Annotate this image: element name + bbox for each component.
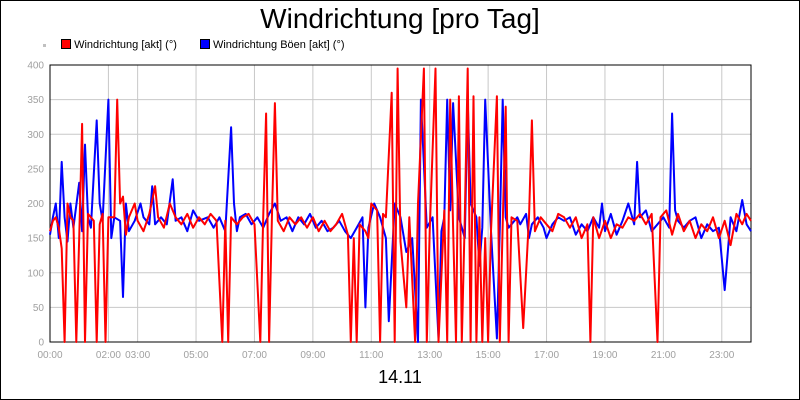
legend-item-windrichtung: Windrichtung [akt] (°) bbox=[61, 39, 177, 51]
y-tick-label: 350 bbox=[27, 95, 44, 106]
x-tick-label: 00:00 bbox=[37, 350, 62, 361]
y-tick-label: 200 bbox=[27, 199, 44, 210]
x-tick-label: 02:00 bbox=[96, 350, 121, 361]
x-tick-label: 03:00 bbox=[125, 350, 150, 361]
x-tick-label: 21:00 bbox=[651, 350, 676, 361]
x-tick-label: 13:00 bbox=[417, 350, 442, 361]
x-tick-label: 23:00 bbox=[709, 350, 734, 361]
x-tick-label: 17:00 bbox=[534, 350, 559, 361]
y-tick-label: 250 bbox=[27, 164, 44, 175]
y-tick-label: 50 bbox=[33, 303, 45, 314]
y-tick-label: 100 bbox=[27, 268, 44, 279]
x-tick-label: 19:00 bbox=[592, 350, 617, 361]
x-tick-label: 09:00 bbox=[300, 350, 325, 361]
legend: Windrichtung [akt] (°) Windrichtung Böen… bbox=[43, 39, 365, 51]
plot-border bbox=[49, 64, 752, 343]
legend-swatch-red-icon bbox=[61, 39, 72, 49]
x-tick-label: 15:00 bbox=[476, 350, 501, 361]
legend-swatch-blue-icon bbox=[199, 39, 210, 49]
chart-title: Windrichtung [pro Tag] bbox=[260, 3, 540, 34]
legend-label-windrichtung: Windrichtung [akt] (°) bbox=[74, 39, 177, 51]
y-tick-label: 300 bbox=[27, 130, 44, 141]
legend-marker-icon bbox=[43, 43, 46, 47]
x-tick-label: 05:00 bbox=[184, 350, 209, 361]
legend-item-boeen: Windrichtung Böen [akt] (°) bbox=[199, 39, 345, 51]
x-tick-label: 11:00 bbox=[359, 350, 384, 361]
y-tick-label: 150 bbox=[27, 234, 44, 245]
x-axis-label: 14.11 bbox=[378, 367, 422, 387]
x-tick-label: 07:00 bbox=[242, 350, 267, 361]
legend-label-boeen: Windrichtung Böen [akt] (°) bbox=[212, 39, 345, 51]
y-tick-label: 0 bbox=[38, 338, 44, 349]
y-tick-label: 400 bbox=[27, 61, 44, 72]
series-line-windrichtung bbox=[49, 67, 752, 343]
